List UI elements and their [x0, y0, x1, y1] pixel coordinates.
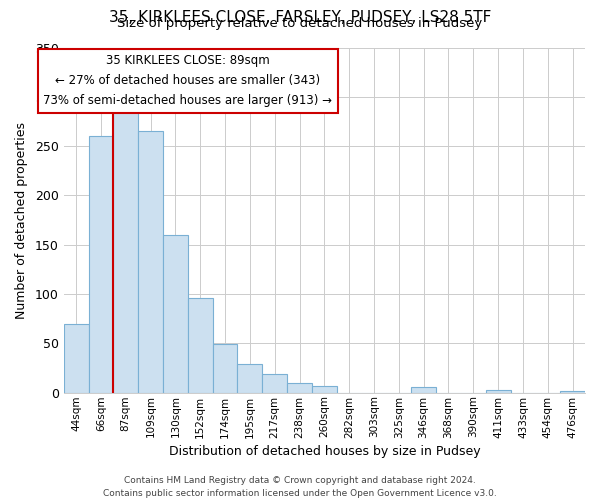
Text: 35, KIRKLEES CLOSE, FARSLEY, PUDSEY, LS28 5TF: 35, KIRKLEES CLOSE, FARSLEY, PUDSEY, LS2…	[109, 10, 491, 25]
X-axis label: Distribution of detached houses by size in Pudsey: Distribution of detached houses by size …	[169, 444, 480, 458]
Bar	[138, 132, 163, 392]
Text: Size of property relative to detached houses in Pudsey: Size of property relative to detached ho…	[118, 18, 482, 30]
Bar	[212, 344, 238, 393]
Bar	[64, 324, 89, 392]
Bar	[89, 136, 113, 392]
Bar	[262, 374, 287, 392]
Bar	[411, 386, 436, 392]
Y-axis label: Number of detached properties: Number of detached properties	[15, 122, 28, 318]
Bar	[486, 390, 511, 392]
Text: 35 KIRKLEES CLOSE: 89sqm
← 27% of detached houses are smaller (343)
73% of semi-: 35 KIRKLEES CLOSE: 89sqm ← 27% of detach…	[43, 54, 332, 108]
Bar	[163, 235, 188, 392]
Bar	[312, 386, 337, 392]
Bar	[113, 102, 138, 393]
Bar	[188, 298, 212, 392]
Bar	[238, 364, 262, 392]
Bar	[287, 383, 312, 392]
Text: Contains HM Land Registry data © Crown copyright and database right 2024.
Contai: Contains HM Land Registry data © Crown c…	[103, 476, 497, 498]
Bar	[560, 390, 585, 392]
